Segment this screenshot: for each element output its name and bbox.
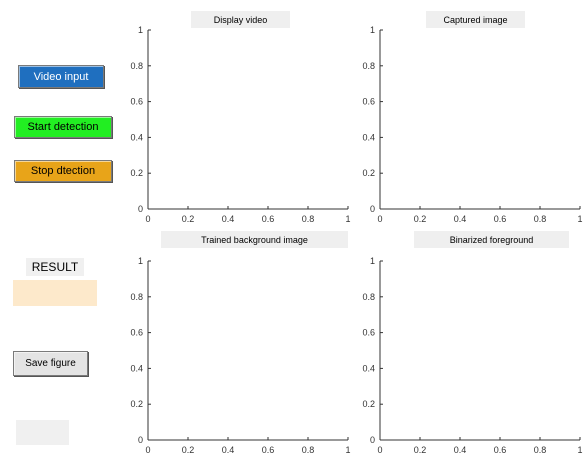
trained-background-y-tick-label: 0.8 [130,292,143,302]
trained-background-y-tick-label: 0.6 [130,328,143,338]
binarized-foreground-x-tick-label: 1 [577,445,582,453]
stop-detection-button[interactable]: Stop dtection [14,160,112,182]
result-label: RESULT [26,258,84,276]
panel-title-captured-image: Captured image [426,11,525,28]
trained-background-x-tick-label: 0 [145,445,150,453]
trained-background-y-tick-label: 0.2 [130,399,143,409]
captured-image-y-tick-label: 0.6 [362,97,375,107]
binarized-foreground-x-tick-label: 0.4 [454,445,467,453]
display-video-y-tick-label: 0.4 [130,132,143,142]
display-video-y-tick-label: 0.2 [130,168,143,178]
display-video-y-tick-label: 0.8 [130,61,143,71]
captured-image-x-tick-label: 0.6 [494,214,507,224]
start-detection-button[interactable]: Start detection [14,116,112,138]
display-video-x-tick-label: 0 [145,214,150,224]
display-video-x-tick-label: 0.4 [222,214,235,224]
captured-image-y-tick-label: 0.4 [362,132,375,142]
panel-title-binarized-foreground: Binarized foreground [414,231,569,248]
result-display [13,280,97,306]
captured-image-x-tick-label: 0.4 [454,214,467,224]
save-figure-button[interactable]: Save figure [13,351,88,376]
trained-background-x-tick-label: 1 [345,445,350,453]
binarized-foreground-y-tick-label: 1 [370,256,375,266]
captured-image-x-tick-label: 0 [377,214,382,224]
display-video-y-tick-label: 0.6 [130,97,143,107]
captured-image-y-tick-label: 0.8 [362,61,375,71]
display-video-x-tick-label: 0.8 [302,214,315,224]
panel-title-display-video: Display video [191,11,290,28]
panel-title-trained-background: Trained background image [161,231,348,248]
trained-background-x-tick-label: 0.2 [182,445,195,453]
binarized-foreground-x-tick-label: 0 [377,445,382,453]
captured-image-y-tick-label: 1 [370,25,375,35]
blank-panel [16,420,69,445]
binarized-foreground-x-tick-label: 0.8 [534,445,547,453]
trained-background-x-tick-label: 0.8 [302,445,315,453]
captured-image-x-tick-label: 1 [577,214,582,224]
binarized-foreground-y-tick-label: 0.8 [362,292,375,302]
trained-background-y-tick-label: 1 [138,256,143,266]
binarized-foreground-y-tick-label: 0 [370,435,375,445]
display-video-x-tick-label: 0.6 [262,214,275,224]
display-video-x-tick-label: 0.2 [182,214,195,224]
video-input-button[interactable]: Video input [18,65,104,88]
trained-background-y-tick-label: 0 [138,435,143,445]
binarized-foreground-y-tick-label: 0.6 [362,328,375,338]
captured-image-x-tick-label: 0.8 [534,214,547,224]
trained-background-y-tick-label: 0.4 [130,363,143,373]
binarized-foreground-x-tick-label: 0.2 [414,445,427,453]
binarized-foreground-x-tick-label: 0.6 [494,445,507,453]
captured-image-y-tick-label: 0 [370,204,375,214]
trained-background-x-tick-label: 0.6 [262,445,275,453]
display-video-y-tick-label: 0 [138,204,143,214]
binarized-foreground-y-tick-label: 0.4 [362,363,375,373]
display-video-x-tick-label: 1 [345,214,350,224]
captured-image-x-tick-label: 0.2 [414,214,427,224]
display-video-y-tick-label: 1 [138,25,143,35]
trained-background-x-tick-label: 0.4 [222,445,235,453]
binarized-foreground-y-tick-label: 0.2 [362,399,375,409]
captured-image-y-tick-label: 0.2 [362,168,375,178]
